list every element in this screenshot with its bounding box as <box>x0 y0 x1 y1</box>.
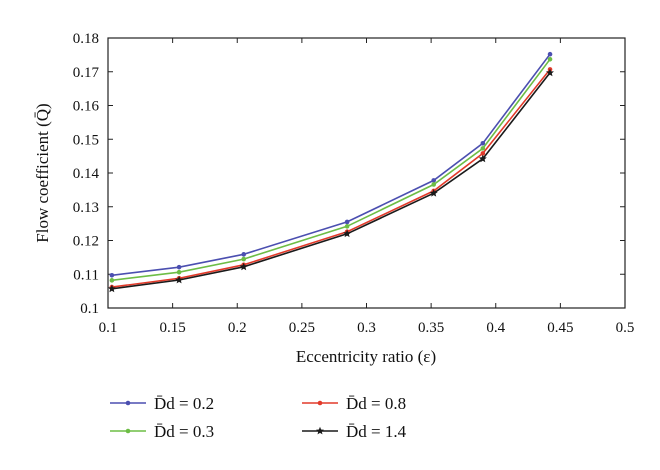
x-tick-label: 0.35 <box>418 320 444 336</box>
data-point <box>431 178 437 183</box>
data-point <box>241 252 247 257</box>
legend-marker <box>125 428 131 434</box>
data-point <box>480 141 486 146</box>
x-tick-label: 0.5 <box>616 320 635 336</box>
series-line-1 <box>111 58 551 282</box>
x-tick-label: 0.25 <box>289 320 315 336</box>
y-tick-label: 0.1 <box>80 301 99 317</box>
legend-marker <box>317 400 323 406</box>
legend-item: D̄d = 0.8 <box>302 394 406 413</box>
data-point <box>429 189 438 197</box>
y-tick-label: 0.13 <box>73 200 99 216</box>
data-point <box>480 151 486 156</box>
series-line-2 <box>111 68 551 288</box>
y-tick-label: 0.17 <box>73 65 100 81</box>
data-point <box>431 182 437 187</box>
legend-item: D̄d = 0.2 <box>110 394 214 413</box>
y-tick-label: 0.18 <box>73 31 99 47</box>
data-point <box>239 262 248 271</box>
data-point <box>478 154 487 163</box>
data-point <box>547 51 553 57</box>
x-axis: 0.1 0.15 0.2 0.25 0.3 0.35 0.4 0.45 0.5 <box>99 38 635 336</box>
data-point <box>109 278 115 283</box>
legend-item: D̄d = 0.3 <box>110 422 214 441</box>
y-tick-label: 0.14 <box>73 166 100 182</box>
data-point <box>175 275 184 284</box>
data-point <box>241 256 247 262</box>
data-point <box>344 224 350 229</box>
legend-label: D̄d = 1.4 <box>346 422 407 441</box>
x-tick-label: 0.4 <box>486 320 505 336</box>
x-tick-label: 0.1 <box>99 320 118 336</box>
data-point <box>343 229 352 238</box>
series-line-3 <box>111 72 551 290</box>
y-axis-label: Flow coefficient (Q̄) <box>33 103 52 242</box>
series-line-0 <box>111 53 551 277</box>
y-tick-label: 0.12 <box>73 234 99 250</box>
x-tick-label: 0.45 <box>547 320 573 336</box>
legend-marker <box>125 400 131 406</box>
y-tick-label: 0.16 <box>73 99 100 115</box>
y-tick-label: 0.11 <box>73 267 99 283</box>
data-point <box>107 284 116 293</box>
data-point <box>547 56 553 62</box>
data-point <box>176 269 182 275</box>
y-tick-label: 0.15 <box>73 132 99 148</box>
legend: D̄d = 0.2 D̄d = 0.3 D̄d = 0.8 D̄d = 1.4 <box>110 394 407 441</box>
plot-frame <box>107 37 626 309</box>
legend-label: D̄d = 0.8 <box>346 394 406 413</box>
legend-label: D̄d = 0.3 <box>154 422 214 441</box>
series-group <box>107 51 554 293</box>
x-tick-label: 0.3 <box>357 320 376 336</box>
legend-marker <box>316 426 324 435</box>
x-axis-label: Eccentricity ratio (ε) <box>296 347 436 366</box>
legend-label: D̄d = 0.2 <box>154 394 214 413</box>
x-tick-label: 0.15 <box>160 320 186 336</box>
data-point <box>109 272 115 278</box>
data-point <box>344 219 350 225</box>
data-point <box>546 68 554 77</box>
y-axis: 0.1 0.11 0.12 0.13 0.14 0.15 0.16 0.17 0.18 <box>73 31 625 317</box>
data-point <box>176 264 182 270</box>
legend-item: D̄d = 1.4 <box>302 422 407 441</box>
data-point <box>480 146 486 151</box>
x-tick-label: 0.2 <box>228 320 247 336</box>
